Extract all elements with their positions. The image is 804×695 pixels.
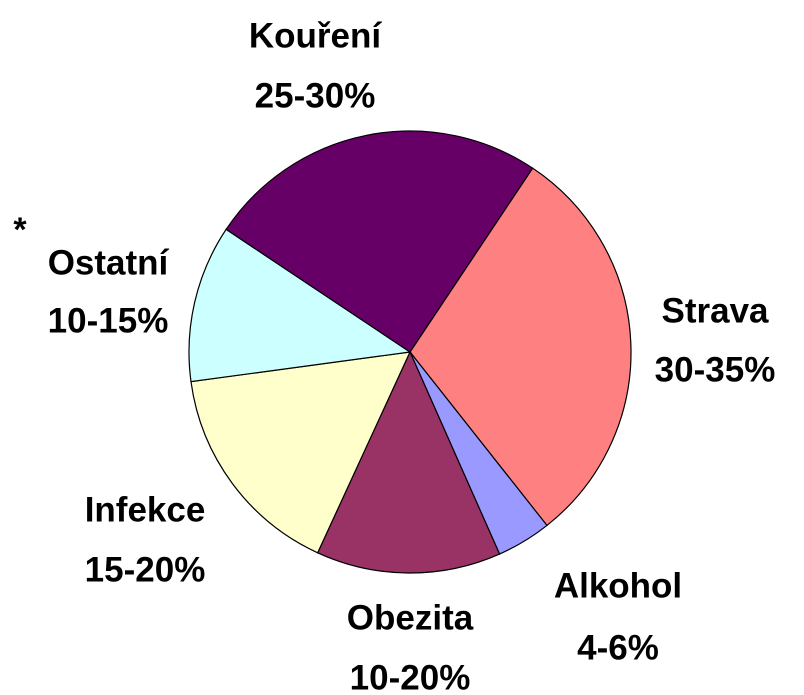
- value-label: 10-20%: [350, 658, 471, 695]
- pie-slice: [190, 351, 412, 554]
- pie-slice: [225, 130, 534, 353]
- annotation: *: [13, 211, 27, 249]
- slice-label: Infekce: [85, 490, 206, 529]
- slice-label: Ostatní: [48, 243, 170, 282]
- value-label: 30-35%: [655, 350, 776, 389]
- slice-label: Obezita: [347, 598, 474, 637]
- pie-slice: [316, 350, 501, 574]
- value-label: 4-6%: [577, 628, 659, 667]
- slice-label: Alkohol: [554, 566, 682, 605]
- slice-label: Strava: [661, 291, 769, 330]
- pie-slice: [409, 167, 632, 527]
- slice-label: Kouření: [249, 16, 383, 55]
- value-label: 15-20%: [85, 550, 206, 589]
- pie-slice: [188, 228, 412, 383]
- value-label: 10-15%: [48, 301, 169, 340]
- value-label: 25-30%: [255, 76, 376, 115]
